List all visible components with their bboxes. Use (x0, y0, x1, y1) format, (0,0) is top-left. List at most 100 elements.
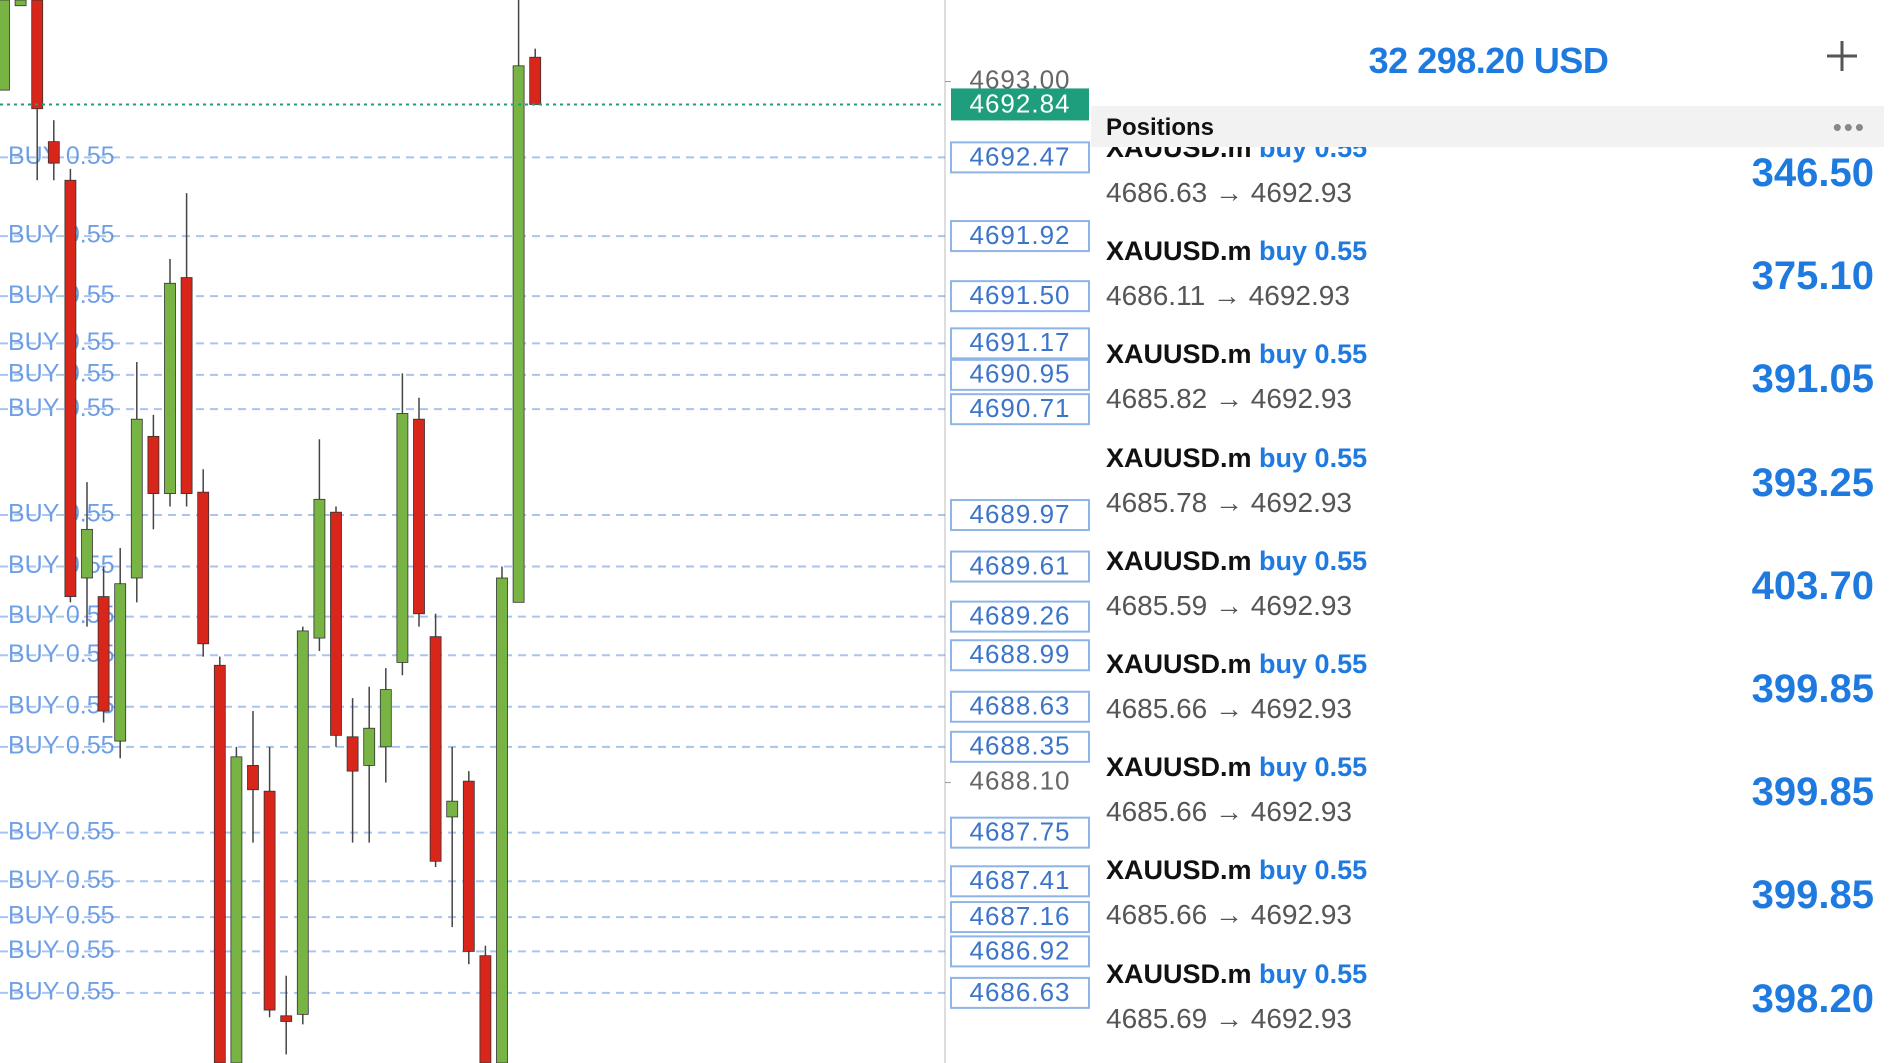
current-price: 4692.93 (1250, 899, 1352, 931)
order-label: BUY 0.55 (8, 221, 115, 249)
order-level-label: 4690.71 (970, 393, 1071, 423)
order-level-box (950, 816, 1090, 849)
order-level-label: 4689.97 (970, 499, 1071, 529)
order-level-label: 4688.35 (970, 731, 1071, 761)
order-level-box (950, 730, 1090, 763)
arrow: → (1215, 1002, 1243, 1034)
candle-body (413, 418, 425, 615)
open-price: 4685.66 (1106, 796, 1208, 828)
side: buy 0.55 (1259, 958, 1368, 989)
position-prices: 4686.11 → 4692.93 (1106, 280, 1350, 312)
order-label: BUY 0.55 (8, 328, 115, 356)
position-title: XAUUSD.m buy 0.55 (1106, 546, 1367, 577)
profit: 346.50 (1751, 151, 1874, 195)
order-label: BUY 0.55 (8, 936, 115, 964)
position-row[interactable]: XAUUSD.m buy 0.55 4685.69 → 4692.93 398.20 (1091, 959, 1890, 1063)
position-row[interactable]: XAUUSD.m buy 0.55 4685.82 → 4692.93 391.05 (1091, 339, 1890, 456)
order-level-box (950, 280, 1090, 313)
candle-body (512, 65, 525, 603)
order-label: BUY 0.55 (8, 978, 115, 1006)
candle-body (164, 282, 176, 494)
order-level-label: 4687.41 (970, 865, 1071, 895)
position-row[interactable]: XAUUSD.m buy 0.55 4686.11 → 4692.93 375.10 (1091, 236, 1890, 353)
order-level-box (950, 550, 1090, 583)
symbol: XAUUSD.m (1106, 442, 1252, 473)
order-label: BUY 0.55 (8, 551, 115, 579)
candle-body (379, 689, 392, 748)
order-label: BUY 0.55 (8, 691, 115, 719)
candle-body (114, 583, 127, 742)
position-prices: 4685.66 → 4692.93 (1106, 796, 1352, 828)
position-title: XAUUSD.m buy 0.55 (1106, 959, 1367, 990)
order-level-label: 4686.63 (970, 977, 1071, 1007)
order-level-box (950, 976, 1090, 1009)
candle-body (230, 756, 243, 1063)
position-prices: 4685.66 → 4692.93 (1106, 693, 1352, 725)
order-level-box (950, 600, 1090, 633)
y-tick-label: 4688.10 (970, 765, 1071, 795)
positions-title: Positions (1106, 114, 1215, 141)
candle-body (247, 765, 259, 791)
order-label: BUY 0.55 (8, 731, 115, 759)
add-button[interactable] (1824, 38, 1860, 74)
order-level-label: 4692.47 (970, 141, 1071, 171)
candle-body (147, 435, 160, 494)
order-level-box (950, 690, 1090, 723)
symbol: XAUUSD.m (1106, 236, 1252, 267)
position-row[interactable]: XAUUSD.m buy 0.55 4686.63 → 4692.93 346.50 (1091, 147, 1890, 250)
order-level-box (950, 901, 1090, 934)
profit: 403.70 (1751, 563, 1874, 608)
side: buy 0.55 (1259, 752, 1368, 783)
candle-body (280, 1015, 293, 1022)
current-price: 4692.93 (1248, 280, 1350, 312)
order-level-label: 4690.95 (970, 359, 1071, 389)
arrow: → (1215, 177, 1243, 208)
arrow: → (1215, 693, 1243, 724)
candle-body (0, 0, 10, 91)
open-price: 4686.11 (1106, 280, 1206, 312)
profit: 375.10 (1751, 254, 1874, 299)
open-price: 4685.69 (1106, 1002, 1208, 1034)
candle-body (64, 179, 77, 597)
candle-body (529, 56, 542, 105)
order-level-label: 4691.92 (970, 220, 1071, 250)
position-row[interactable]: XAUUSD.m buy 0.55 4685.66 → 4692.93 399.85 (1091, 649, 1890, 766)
symbol: XAUUSD.m (1106, 958, 1252, 989)
order-level-label: 4688.63 (970, 691, 1071, 721)
candle-body (47, 141, 60, 164)
position-prices: 4685.78 → 4692.93 (1106, 487, 1352, 519)
open-price: 4685.59 (1106, 589, 1208, 621)
current-price-label: 4692.84 (970, 88, 1071, 118)
order-label: BUY 0.55 (8, 866, 115, 894)
position-row[interactable]: XAUUSD.m buy 0.55 4685.66 → 4692.93 399.85 (1091, 855, 1890, 972)
order-level-label: 4691.50 (970, 280, 1071, 310)
position-row[interactable]: XAUUSD.m buy 0.55 4685.78 → 4692.93 393.25 (1091, 443, 1890, 560)
order-level-label: 4689.26 (970, 601, 1071, 631)
position-title: XAUUSD.m buy 0.55 (1106, 855, 1367, 886)
side: buy 0.55 (1259, 147, 1368, 163)
position-prices: 4685.59 → 4692.93 (1106, 590, 1352, 622)
arrow: → (1215, 899, 1243, 931)
side: buy 0.55 (1259, 236, 1368, 267)
candle-body (346, 736, 359, 772)
candle-body (313, 498, 326, 639)
position-row[interactable]: XAUUSD.m buy 0.55 4685.59 → 4692.93 403.70 (1091, 546, 1890, 663)
order-level-label: 4691.17 (970, 327, 1071, 357)
side: buy 0.55 (1259, 442, 1368, 473)
candle-body (97, 596, 110, 712)
current-price: 4692.93 (1250, 486, 1352, 518)
open-price: 4685.66 (1106, 693, 1208, 724)
order-level-label: 4688.99 (970, 639, 1071, 669)
positions-list: XAUUSD.m buy 0.55 4686.63 → 4692.93 346.50… (1091, 147, 1890, 1063)
position-title: XAUUSD.m buy 0.55 (1106, 752, 1367, 783)
order-label: BUY 0.55 (8, 394, 115, 422)
current-price: 4692.93 (1250, 383, 1352, 415)
side: buy 0.55 (1259, 545, 1368, 576)
arrow: → (1215, 383, 1243, 415)
menu-button[interactable]: ••• (1832, 112, 1866, 142)
symbol: XAUUSD.m (1106, 339, 1252, 370)
candle-body (14, 0, 27, 7)
order-level-box (950, 327, 1090, 360)
position-row[interactable]: XAUUSD.m buy 0.55 4685.66 → 4692.93 399.85 (1091, 752, 1890, 869)
order-level-box (950, 393, 1090, 426)
